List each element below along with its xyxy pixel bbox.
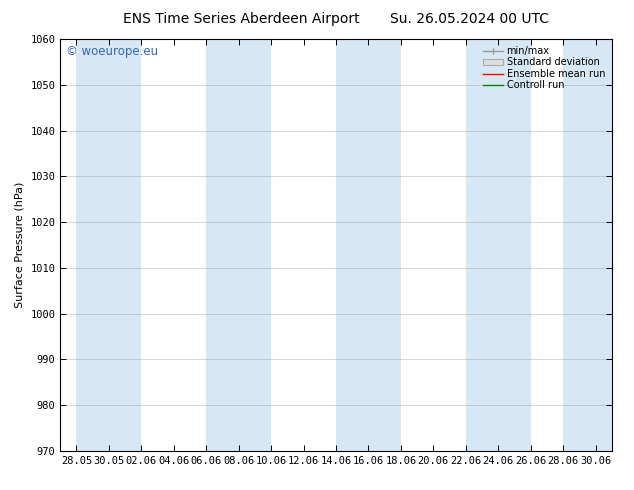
Bar [77, 39, 141, 451]
Text: © woeurope.eu: © woeurope.eu [66, 46, 158, 58]
Bar [466, 39, 531, 451]
Bar [336, 39, 401, 451]
Y-axis label: Surface Pressure (hPa): Surface Pressure (hPa) [15, 182, 25, 308]
Text: ENS Time Series Aberdeen Airport: ENS Time Series Aberdeen Airport [122, 12, 359, 26]
Bar [563, 39, 628, 451]
Text: Su. 26.05.2024 00 UTC: Su. 26.05.2024 00 UTC [390, 12, 548, 26]
Legend: min/max, Standard deviation, Ensemble mean run, Controll run: min/max, Standard deviation, Ensemble me… [481, 44, 607, 92]
Bar [206, 39, 271, 451]
